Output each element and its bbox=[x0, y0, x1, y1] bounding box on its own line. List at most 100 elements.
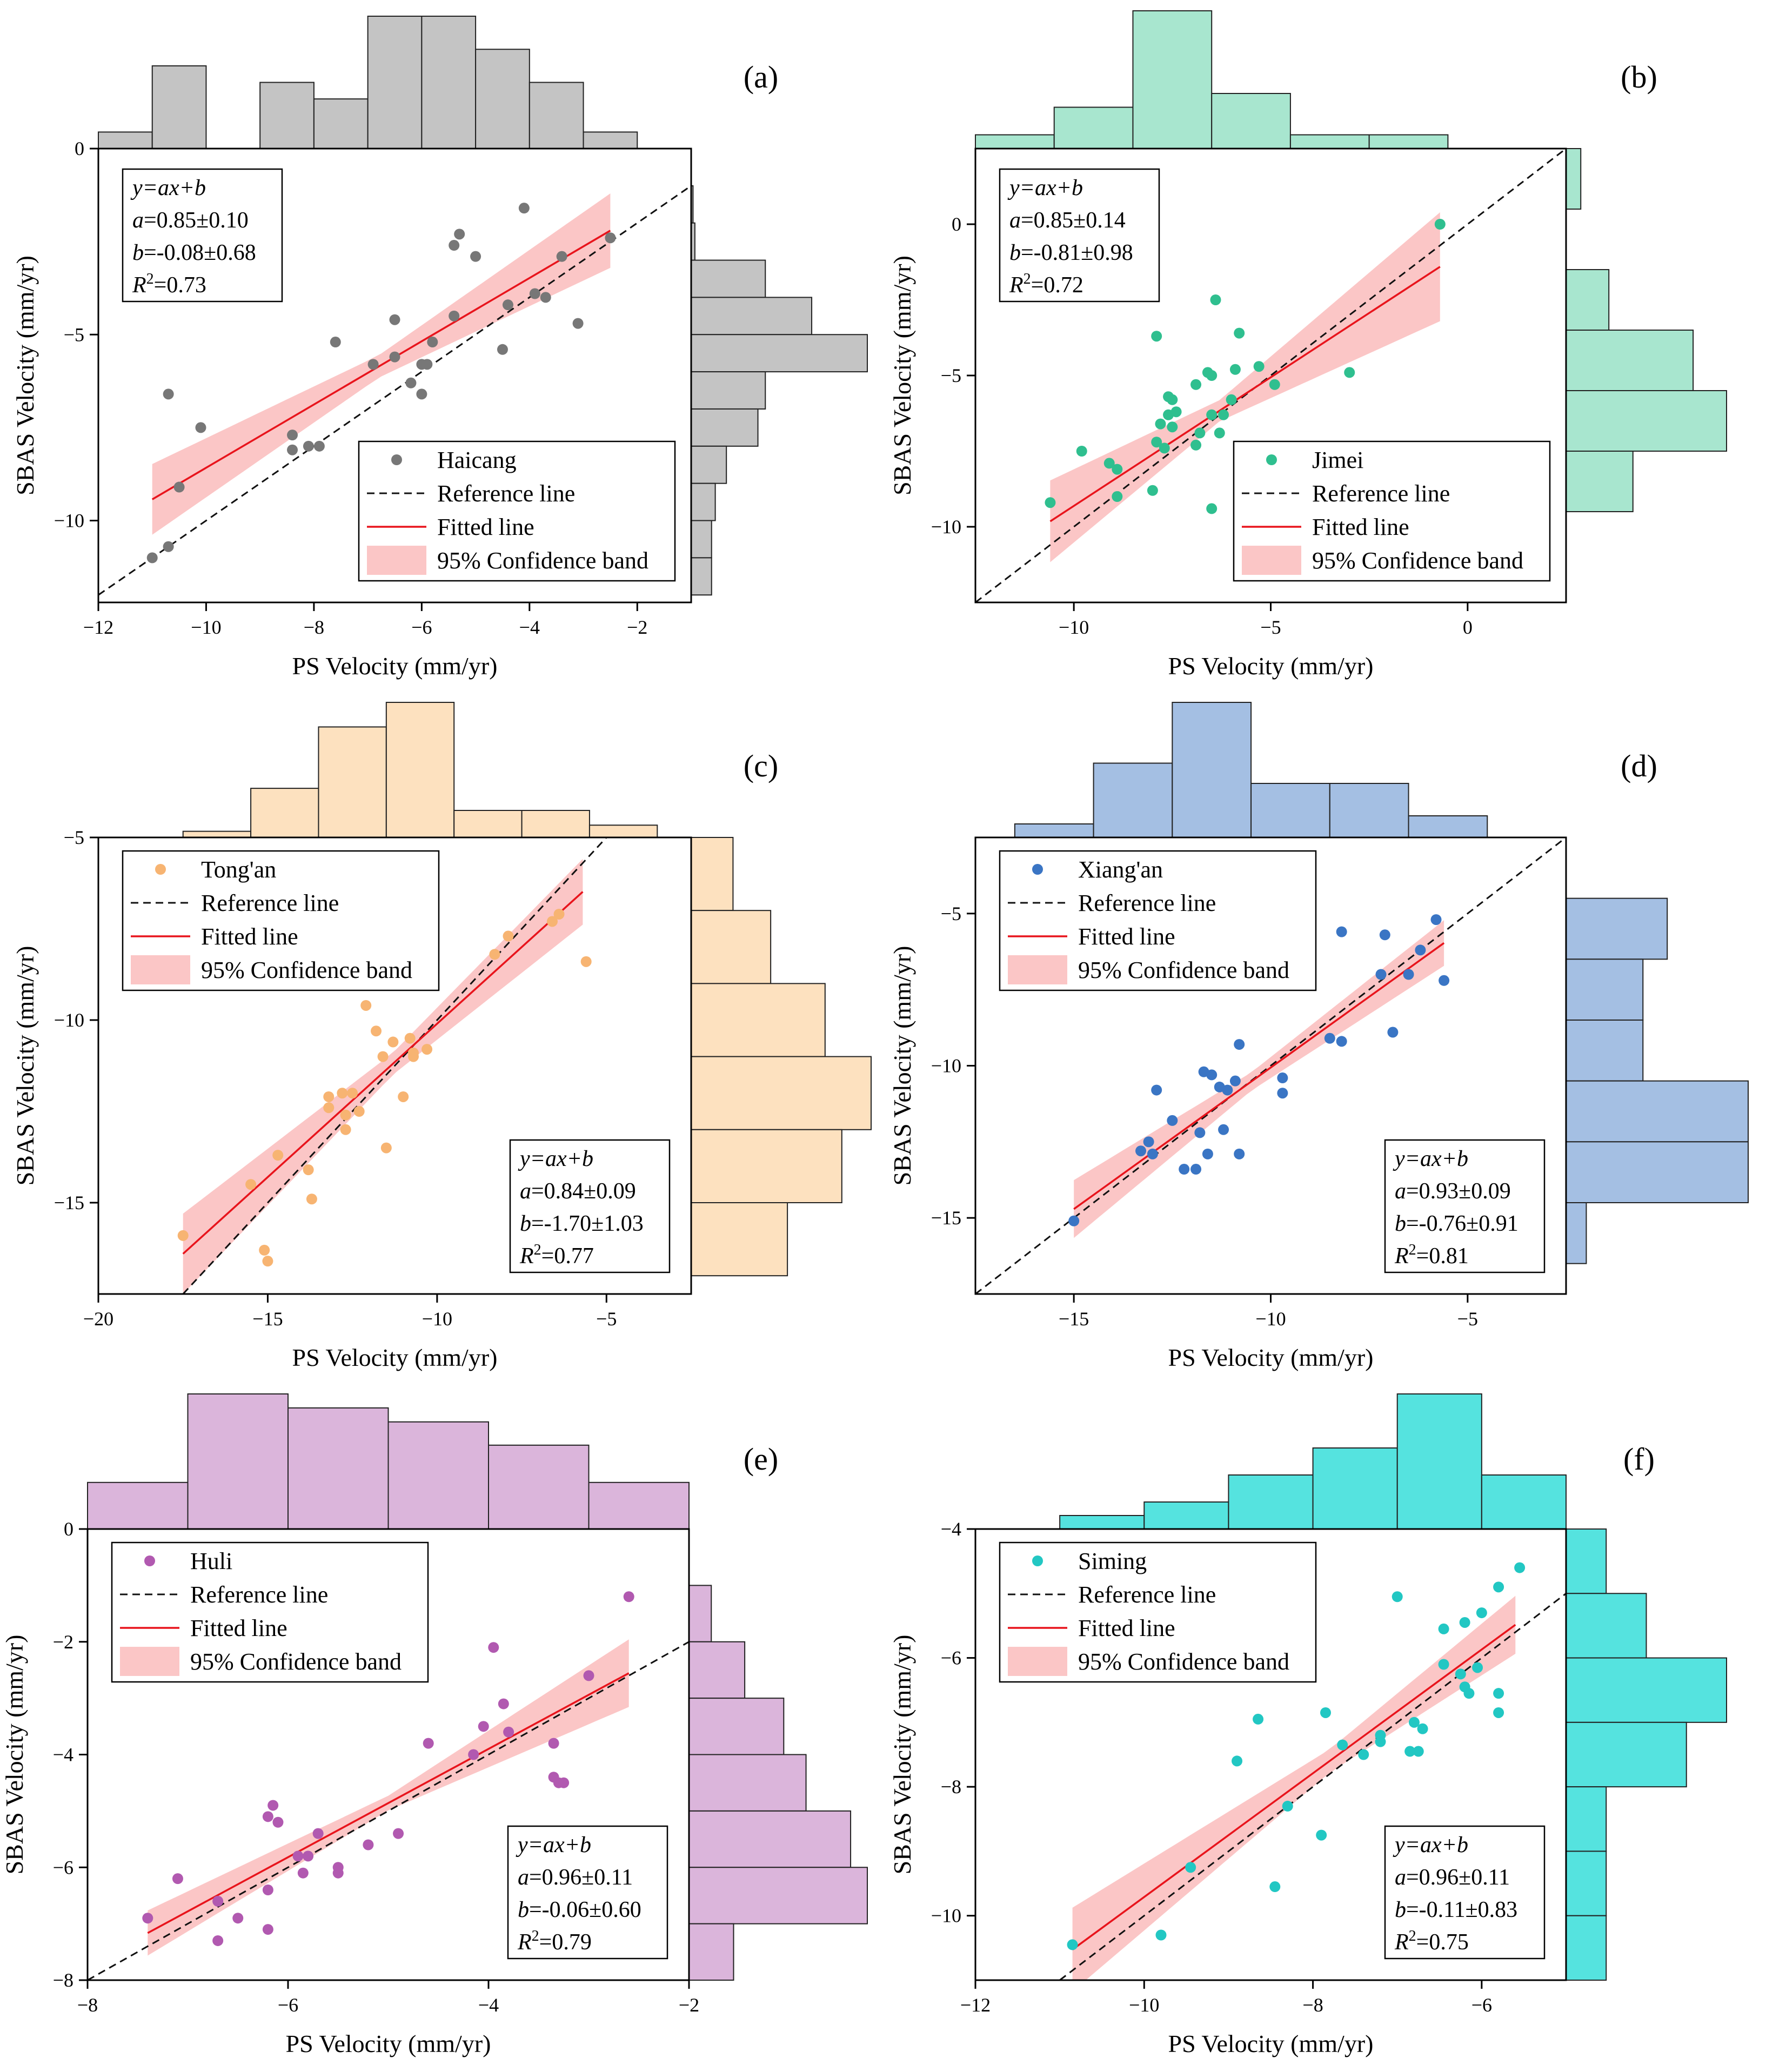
confidence-band bbox=[1050, 212, 1440, 562]
data-point bbox=[353, 1106, 365, 1117]
y-axis-label: SBAS Velocity (mm/yr) bbox=[11, 946, 39, 1186]
histogram-bar bbox=[387, 1421, 489, 1530]
fitted-line bbox=[182, 891, 584, 1255]
data-point bbox=[323, 1102, 335, 1114]
data-point bbox=[306, 1193, 317, 1205]
data-point bbox=[1226, 394, 1237, 405]
legend-label: Xiang'an bbox=[1078, 856, 1163, 883]
histogram-bar bbox=[1566, 1528, 1607, 1594]
legend-label: Reference line bbox=[1078, 890, 1216, 916]
x-tick-label: 0 bbox=[1463, 616, 1473, 638]
data-point bbox=[1185, 1862, 1196, 1873]
y-axis-label: SBAS Velocity (mm/yr) bbox=[888, 256, 916, 495]
y-tick-label: −4 bbox=[53, 1744, 73, 1766]
equation-box: y=ax+b a=0.93±0.09 b=-0.76±0.91 R2=0.81 bbox=[1384, 1139, 1546, 1273]
y-tick-label: −4 bbox=[941, 1518, 961, 1540]
equation-frame bbox=[1384, 1825, 1546, 1960]
data-point bbox=[1194, 427, 1206, 439]
x-axis-label: PS Velocity (mm/yr) bbox=[1168, 1344, 1374, 1371]
data-point bbox=[1375, 1729, 1386, 1741]
histogram-bar bbox=[691, 1202, 788, 1277]
data-point bbox=[422, 1044, 433, 1055]
x-tick-label: −5 bbox=[1260, 616, 1281, 638]
right-histogram bbox=[1566, 897, 1749, 1264]
legend-label: Fitted line bbox=[1078, 923, 1175, 950]
histogram-bar bbox=[1566, 1141, 1749, 1203]
y-axis-label: SBAS Velocity (mm/yr) bbox=[11, 256, 39, 495]
data-point bbox=[340, 1109, 351, 1121]
confidence-band bbox=[148, 1639, 629, 1956]
histogram-bar bbox=[1211, 93, 1291, 149]
histogram-bar bbox=[287, 1407, 389, 1530]
data-point bbox=[173, 481, 185, 493]
data-point bbox=[423, 1738, 434, 1749]
top-histogram bbox=[1059, 1393, 1567, 1530]
histogram-bar bbox=[1014, 823, 1094, 838]
right-histogram bbox=[691, 837, 872, 1277]
reference-line bbox=[182, 837, 607, 1294]
y-tick-label: −10 bbox=[54, 1009, 84, 1031]
data-point bbox=[427, 337, 438, 348]
data-point bbox=[292, 1850, 304, 1862]
data-point bbox=[416, 388, 427, 400]
data-point bbox=[1167, 394, 1178, 405]
legend-label: Siming bbox=[1078, 1548, 1147, 1574]
data-point bbox=[1493, 1581, 1504, 1593]
right-histogram bbox=[688, 1585, 868, 1981]
data-point bbox=[272, 1150, 284, 1161]
data-point bbox=[605, 232, 616, 244]
x-axis-label: PS Velocity (mm/yr) bbox=[292, 652, 498, 680]
data-point bbox=[303, 1164, 314, 1176]
legend: Jimei Reference line Fitted line 95% Confid… bbox=[1233, 440, 1551, 582]
x-tick-label: −20 bbox=[83, 1308, 113, 1330]
x-tick-label: −12 bbox=[83, 616, 113, 638]
data-point bbox=[303, 440, 314, 452]
histogram-bar bbox=[688, 1810, 852, 1868]
histogram-bar bbox=[691, 371, 766, 410]
x-tick-label: −6 bbox=[411, 616, 432, 638]
legend-label: 95% Confidence band bbox=[1078, 1648, 1289, 1675]
equation-frame bbox=[999, 168, 1160, 303]
data-point bbox=[1103, 458, 1115, 469]
data-point bbox=[1151, 437, 1162, 448]
x-tick-label: −15 bbox=[1059, 1308, 1089, 1330]
data-point bbox=[1210, 294, 1221, 305]
legend-label: Fitted line bbox=[190, 1615, 287, 1641]
histogram-bar bbox=[691, 983, 826, 1057]
equation-line: y=ax+b bbox=[1007, 176, 1083, 200]
data-point bbox=[1277, 1088, 1288, 1099]
legend-band-swatch bbox=[1008, 955, 1067, 984]
data-point bbox=[1206, 370, 1218, 381]
legend: Huli Reference line Fitted line 95% Confide… bbox=[111, 1541, 429, 1683]
data-point bbox=[1159, 442, 1170, 454]
data-point bbox=[1155, 418, 1166, 430]
data-point bbox=[1167, 421, 1178, 433]
right-histogram bbox=[1566, 148, 1727, 512]
data-point bbox=[1147, 1148, 1158, 1159]
data-point bbox=[1194, 1127, 1206, 1138]
data-point bbox=[1430, 914, 1442, 926]
equation-frame bbox=[1384, 1139, 1546, 1273]
equation-line: y=ax+b bbox=[1393, 1833, 1468, 1858]
histogram-bar bbox=[1566, 1020, 1644, 1082]
equation-line: b=-0.81±0.98 bbox=[1009, 240, 1133, 265]
confidence-band bbox=[1074, 920, 1444, 1238]
data-point bbox=[1218, 409, 1229, 420]
y-tick-label: −5 bbox=[64, 827, 84, 848]
data-point bbox=[1269, 379, 1280, 390]
data-point bbox=[470, 251, 481, 262]
data-point bbox=[405, 377, 417, 388]
x-tick-label: −6 bbox=[1471, 1994, 1492, 2016]
data-point bbox=[332, 1862, 344, 1873]
histogram-bar bbox=[691, 334, 868, 373]
data-point bbox=[548, 1738, 559, 1749]
equation-line: b=-1.70±1.03 bbox=[520, 1211, 644, 1236]
data-point bbox=[1190, 439, 1202, 451]
y-tick-label: 0 bbox=[952, 213, 961, 235]
y-tick-label: −10 bbox=[931, 1905, 961, 1927]
data-point bbox=[1316, 1829, 1327, 1841]
histogram-bar bbox=[688, 1585, 712, 1642]
x-tick-label: −8 bbox=[304, 616, 324, 638]
data-point bbox=[540, 292, 551, 303]
equation-line: b=-0.11±0.83 bbox=[1395, 1897, 1517, 1922]
